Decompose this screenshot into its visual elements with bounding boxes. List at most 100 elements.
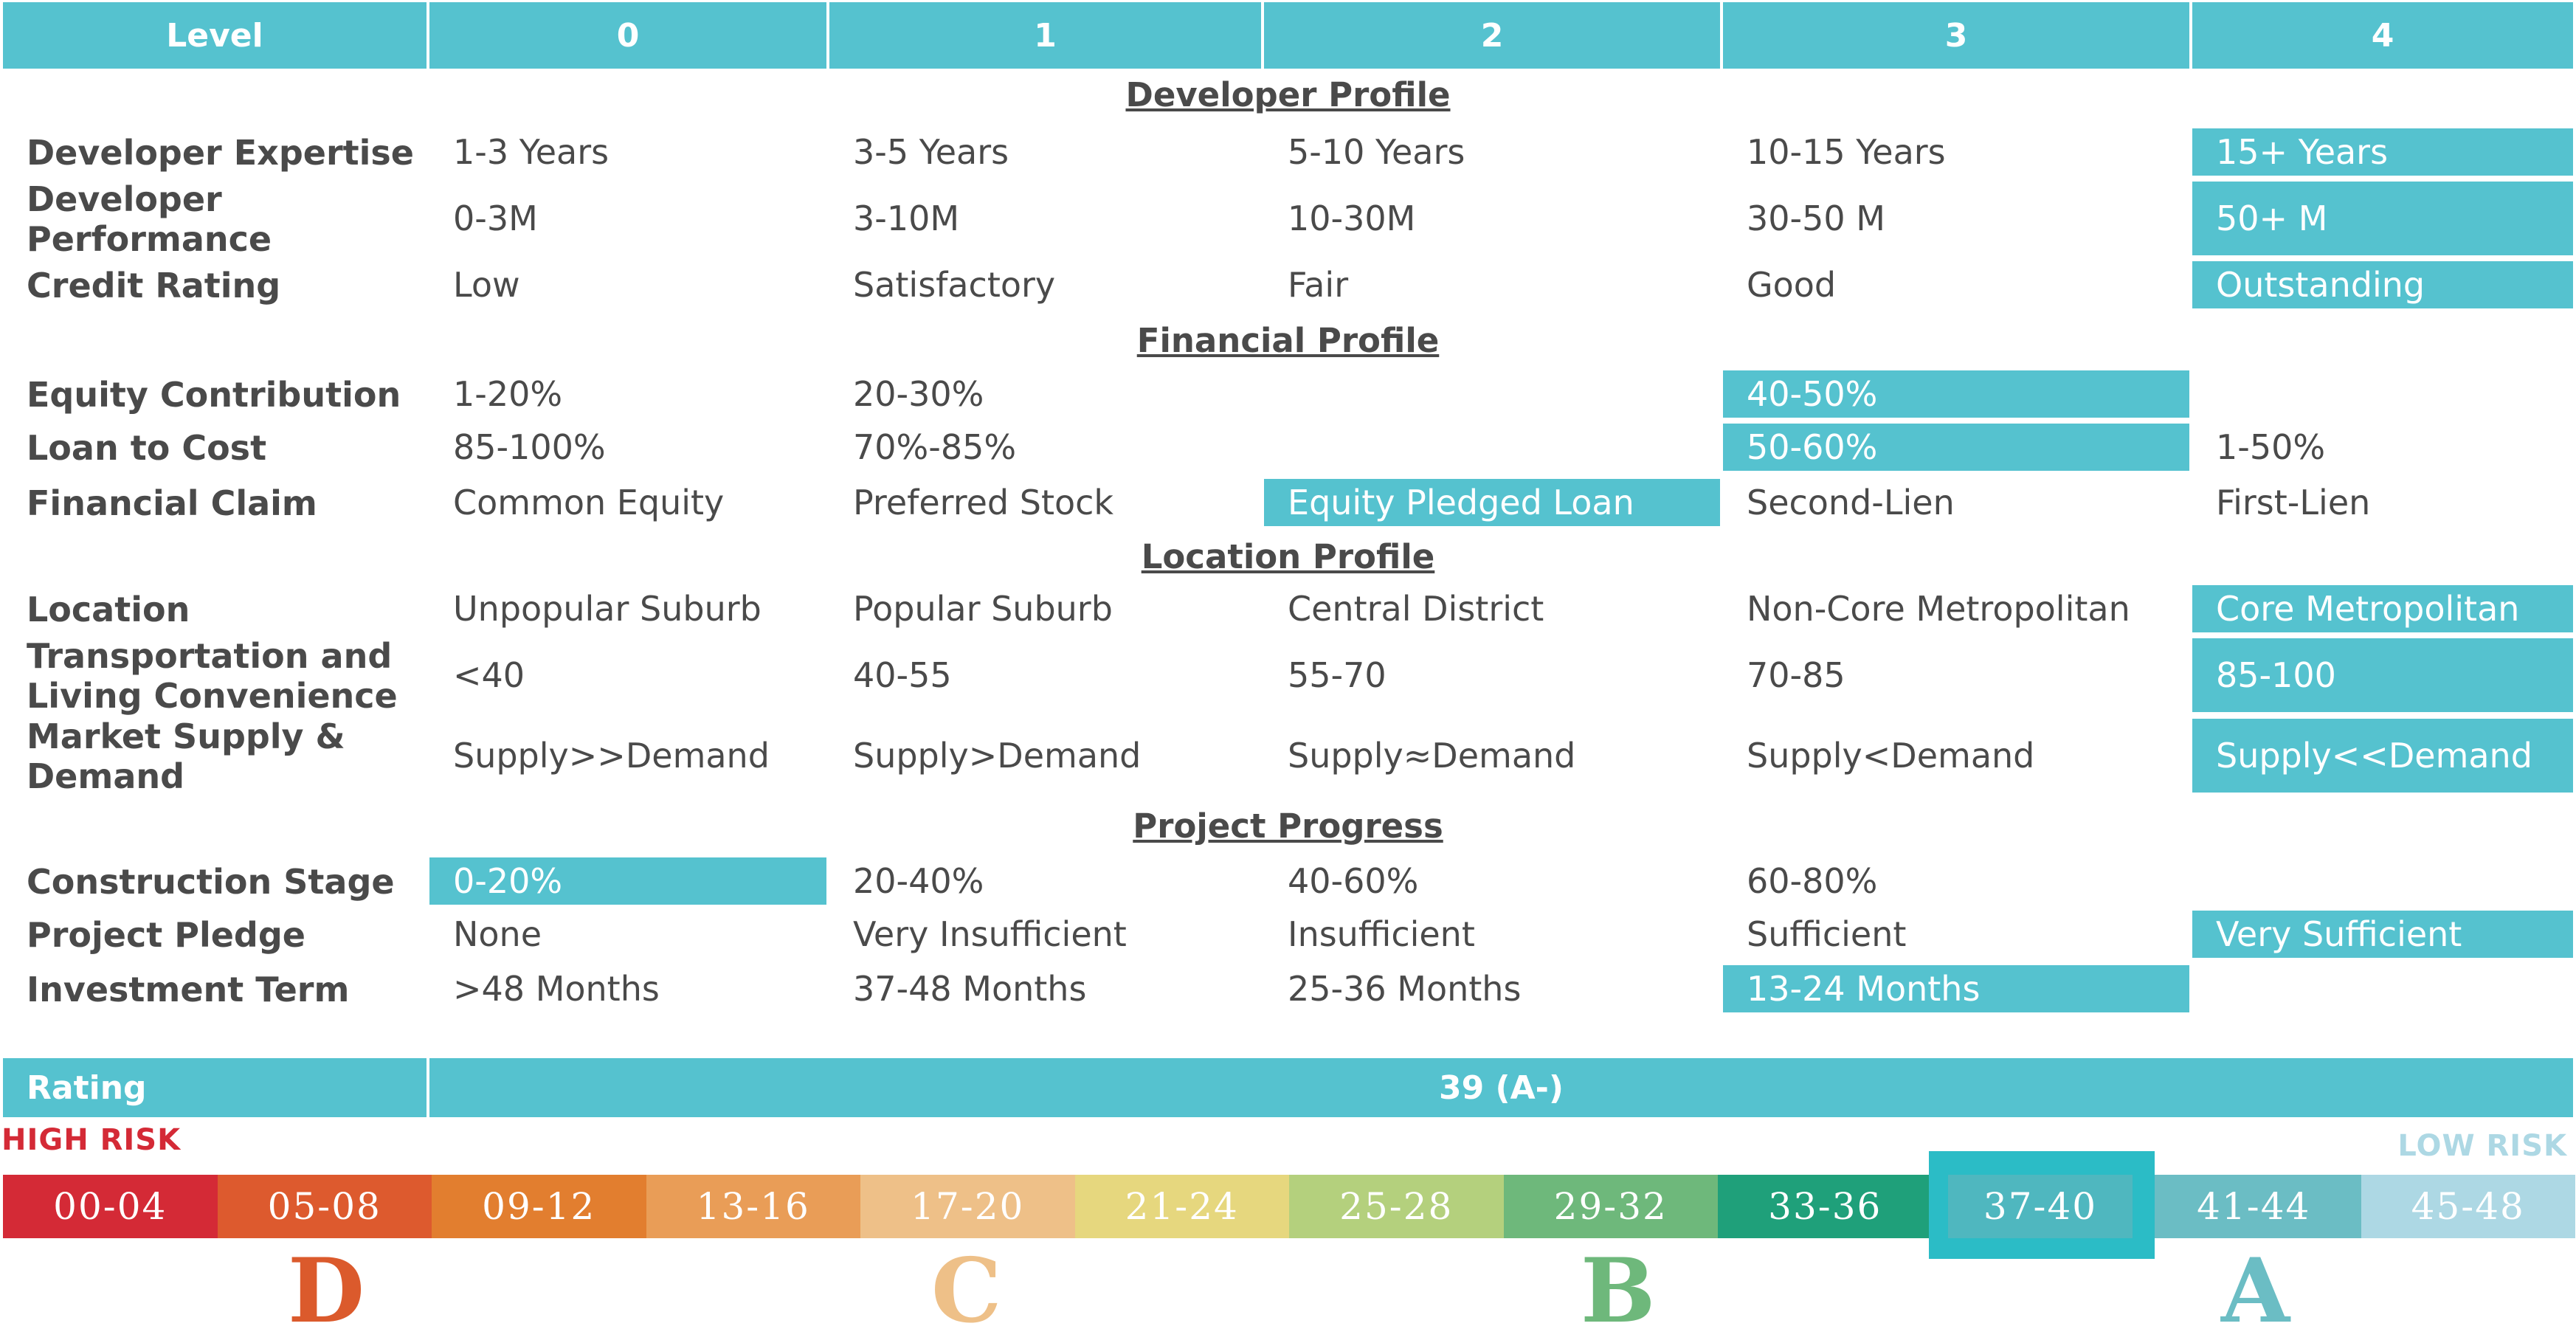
table-cell: Fair <box>1288 265 1349 305</box>
row-label: Market Supply & Demand <box>27 717 345 796</box>
row-label: Project Pledge <box>27 915 305 955</box>
table-cell: Good <box>1747 265 1837 305</box>
table-cell <box>1264 424 1720 471</box>
table-cell <box>2192 857 2573 905</box>
table-cell: 60-80% <box>1747 861 1878 901</box>
header-level-3: 3 <box>1723 2 2189 69</box>
table-cell: 5-10 Years <box>1288 132 1465 172</box>
selected-cell: Outstanding <box>2192 261 2573 308</box>
table-cell: 55-70 <box>1288 655 1387 695</box>
grade-a: A <box>2221 1239 2290 1343</box>
selected-cell: Core Metropolitan <box>2192 585 2573 632</box>
selected-cell: 15+ Years <box>2192 128 2573 176</box>
table-cell: Low <box>453 265 520 305</box>
table-cell: Non-Core Metropolitan <box>1747 589 2130 629</box>
table-cell: Supply<Demand <box>1747 736 2035 776</box>
row-label: Loan to Cost <box>27 428 267 468</box>
table-cell: Sufficient <box>1747 914 1907 954</box>
table-cell: Popular Suburb <box>853 589 1113 629</box>
table-cell: 25-36 Months <box>1288 969 1522 1009</box>
table-cell: 70%-85% <box>853 427 1017 467</box>
scale-segment: 25-28 <box>1289 1175 1504 1238</box>
row-label: Construction Stage <box>27 862 395 902</box>
table-cell: 1-20% <box>453 374 563 414</box>
selected-cell: 13-24 Months <box>1723 965 2189 1012</box>
row-label: Developer Expertise <box>27 133 415 173</box>
header-level-4: 4 <box>2192 2 2573 69</box>
table-cell: >48 Months <box>453 969 660 1009</box>
section-location-profile: Location Profile <box>1141 537 1435 576</box>
row-label: Location <box>27 590 190 629</box>
table-cell: First-Lien <box>2216 483 2371 522</box>
scale-segment: 17-20 <box>860 1175 1075 1238</box>
table-cell: Preferred Stock <box>853 483 1114 522</box>
grade-c: C <box>931 1239 1002 1343</box>
table-cell: Satisfactory <box>853 265 1056 305</box>
selected-cell: Equity Pledged Loan <box>1264 479 1720 526</box>
table-cell: Supply>Demand <box>853 736 1142 776</box>
selected-cell: 0-20% <box>429 857 826 905</box>
header-level: Level <box>3 2 427 69</box>
table-cell: 40-60% <box>1288 861 1419 901</box>
row-label: Financial Claim <box>27 483 317 523</box>
table-cell: Unpopular Suburb <box>453 589 762 629</box>
table-cell: 37-48 Months <box>853 969 1087 1009</box>
section-financial-profile: Financial Profile <box>1136 321 1440 360</box>
row-label: Investment Term <box>27 970 350 1009</box>
selected-range: 37-40 <box>1948 1175 2133 1238</box>
table-cell <box>2192 370 2573 418</box>
table-cell <box>1264 370 1720 418</box>
table-cell: 40-55 <box>853 655 952 695</box>
row-label: Transportation and Living Convenience <box>27 636 398 716</box>
table-cell: 20-40% <box>853 861 984 901</box>
table-cell: 20-30% <box>853 374 984 414</box>
table-cell: 3-10M <box>853 198 960 238</box>
scale-segment: 21-24 <box>1074 1175 1289 1238</box>
rating-label: Rating <box>3 1058 427 1117</box>
table-cell: Common Equity <box>453 483 725 522</box>
risk-scale: 00-04 05-08 09-12 13-16 17-20 21-24 25-28 29-32… <box>3 1175 2575 1238</box>
table-cell: 10-30M <box>1288 198 1416 238</box>
table-cell: 10-15 Years <box>1747 132 1946 172</box>
table-cell: 1-50% <box>2216 427 2326 467</box>
table-cell: Insufficient <box>1288 914 1475 954</box>
selected-cell: 85-100 <box>2192 638 2573 712</box>
table-cell: Supply>>Demand <box>453 736 770 776</box>
rating-value: 39 (A-) <box>429 1058 2573 1117</box>
header-level-1: 1 <box>829 2 1261 69</box>
selected-cell: 40-50% <box>1723 370 2189 418</box>
header-level-2: 2 <box>1264 2 1720 69</box>
table-cell: 1-3 Years <box>453 132 610 172</box>
table-cell: 3-5 Years <box>853 132 1009 172</box>
table-cell: <40 <box>453 655 525 695</box>
scale-segment: 41-44 <box>2147 1175 2361 1238</box>
table-cell: None <box>453 914 542 954</box>
scale-segment: 13-16 <box>646 1175 860 1238</box>
scale-segment: 29-32 <box>1503 1175 1718 1238</box>
table-cell: Very Insufficient <box>853 914 1127 954</box>
section-developer-profile: Developer Profile <box>1125 75 1451 114</box>
scale-segment: 00-04 <box>3 1175 218 1238</box>
selected-cell: Supply<<Demand <box>2192 719 2573 793</box>
table-cell: 85-100% <box>453 427 606 467</box>
section-project-progress: Project Progress <box>1133 807 1443 846</box>
low-risk-label: LOW RISK <box>2397 1129 2567 1163</box>
table-cell: 30-50 M <box>1747 198 1885 238</box>
row-label: Equity Contribution <box>27 375 401 415</box>
table-cell <box>2192 965 2573 1012</box>
selected-cell: Very Sufficient <box>2192 911 2573 958</box>
table-cell: Supply≈Demand <box>1288 736 1576 776</box>
selected-cell: 50+ M <box>2192 182 2573 255</box>
grade-d: D <box>288 1239 365 1343</box>
scale-segment: 05-08 <box>217 1175 432 1238</box>
table-cell: Central District <box>1288 589 1544 629</box>
table-cell: 70-85 <box>1747 655 1845 695</box>
table-cell: 0-3M <box>453 198 538 238</box>
row-label: Developer Performance <box>27 179 272 259</box>
scale-segment: 45-48 <box>2361 1175 2575 1238</box>
scale-segment: 33-36 <box>1718 1175 1933 1238</box>
selected-cell: 50-60% <box>1723 424 2189 471</box>
table-cell: Second-Lien <box>1747 483 1955 522</box>
header-level-0: 0 <box>429 2 826 69</box>
high-risk-label: HIGH RISK <box>1 1123 182 1157</box>
